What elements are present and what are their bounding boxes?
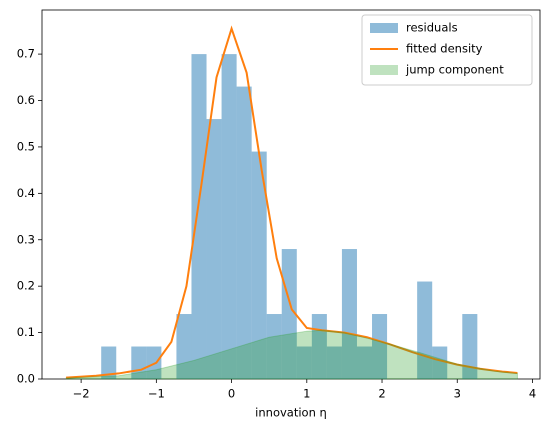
legend-label: jump component xyxy=(405,63,504,77)
histogram-bar xyxy=(101,346,117,379)
x-tick-label: 0 xyxy=(228,387,235,401)
y-tick-label: 0.1 xyxy=(17,325,35,339)
density-line xyxy=(66,25,518,379)
x-tick-label: 4 xyxy=(529,387,536,401)
x-tick-label: 1 xyxy=(303,387,310,401)
histogram-bar xyxy=(176,314,192,379)
legend-box xyxy=(361,14,533,86)
histogram-bar xyxy=(236,86,252,380)
legend-label: fitted density xyxy=(406,42,483,56)
histogram-bar xyxy=(296,346,312,379)
legend-swatch xyxy=(370,65,398,75)
histogram-bar xyxy=(341,249,357,379)
histogram-bar xyxy=(146,346,162,379)
histogram-bar xyxy=(221,54,237,380)
y-tick-label: 0.0 xyxy=(17,372,35,386)
legend-label: residuals xyxy=(406,21,458,35)
x-tick-label: 2 xyxy=(378,387,385,401)
histogram-bar xyxy=(191,54,207,380)
x-tick-label: 3 xyxy=(454,387,461,401)
legend-swatch xyxy=(370,23,398,33)
histogram-bar xyxy=(372,314,388,379)
jump-area xyxy=(65,329,518,380)
histogram-bar xyxy=(462,314,478,379)
histogram-bar xyxy=(356,346,373,379)
x-axis-label: innovation η xyxy=(255,406,327,420)
y-tick-label: 0.4 xyxy=(17,186,35,200)
x-tick-label: −2 xyxy=(73,387,90,401)
histogram-bar xyxy=(266,314,282,379)
histogram-bar xyxy=(206,119,222,379)
histogram-bar xyxy=(251,151,267,379)
y-tick-label: 0.6 xyxy=(17,93,35,107)
histogram-bar xyxy=(281,249,297,379)
x-tick-label: −1 xyxy=(148,387,165,401)
y-tick-label: 0.3 xyxy=(17,232,35,246)
histogram-bar xyxy=(432,346,448,379)
y-tick-label: 0.7 xyxy=(17,47,35,61)
histogram-bar xyxy=(326,346,342,379)
y-tick-label: 0.5 xyxy=(17,139,35,153)
y-tick-label: 0.2 xyxy=(17,279,35,293)
